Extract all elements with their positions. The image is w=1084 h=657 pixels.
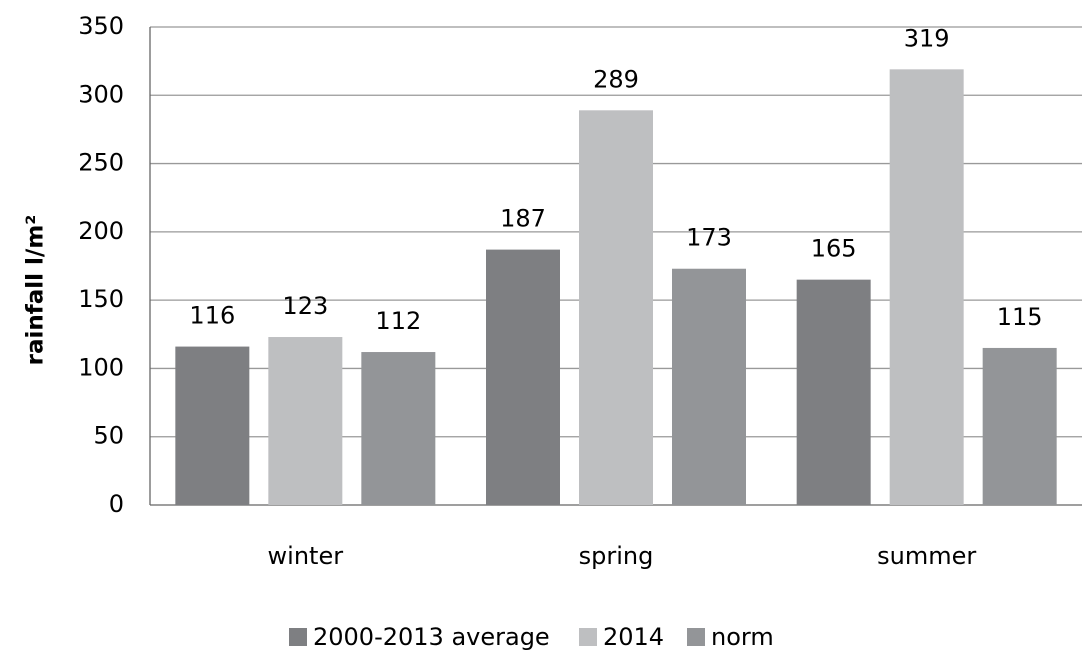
data-label: 165 [811, 235, 857, 263]
x-tick-label: summer [877, 542, 976, 570]
y-tick-label: 300 [78, 80, 124, 108]
y-axis-label: rainfall l/m² [23, 215, 49, 366]
y-tick-label: 50 [93, 422, 124, 450]
bar [889, 69, 964, 505]
bar [796, 279, 871, 505]
data-label: 115 [997, 303, 1043, 331]
y-tick-label: 350 [78, 12, 124, 40]
legend-swatch [687, 628, 705, 646]
bar [268, 337, 343, 505]
y-tick-label: 150 [78, 285, 124, 313]
y-tick-label: 200 [78, 217, 124, 245]
y-tick-label: 250 [78, 149, 124, 177]
data-label: 187 [500, 205, 546, 233]
data-label: 319 [904, 24, 950, 52]
bar [672, 268, 746, 505]
data-label: 123 [282, 292, 328, 320]
data-label: 173 [686, 224, 732, 252]
data-label: 116 [189, 302, 235, 330]
y-tick-label: 100 [78, 353, 124, 381]
data-label: 289 [593, 65, 639, 93]
x-tick-label: winter [268, 542, 344, 570]
x-tick-label: spring [579, 542, 654, 570]
legend-swatch [289, 628, 307, 646]
legend-label: 2000-2013 average [313, 623, 550, 651]
legend-label: 2014 [603, 623, 664, 651]
legend-swatch [579, 628, 597, 646]
y-tick-label: 0 [109, 490, 124, 518]
legend-label: norm [711, 623, 774, 651]
bar [982, 347, 1057, 505]
data-label: 112 [375, 307, 421, 335]
bar [361, 352, 436, 505]
bar [175, 346, 250, 505]
bar [579, 110, 653, 506]
bar [486, 249, 560, 505]
